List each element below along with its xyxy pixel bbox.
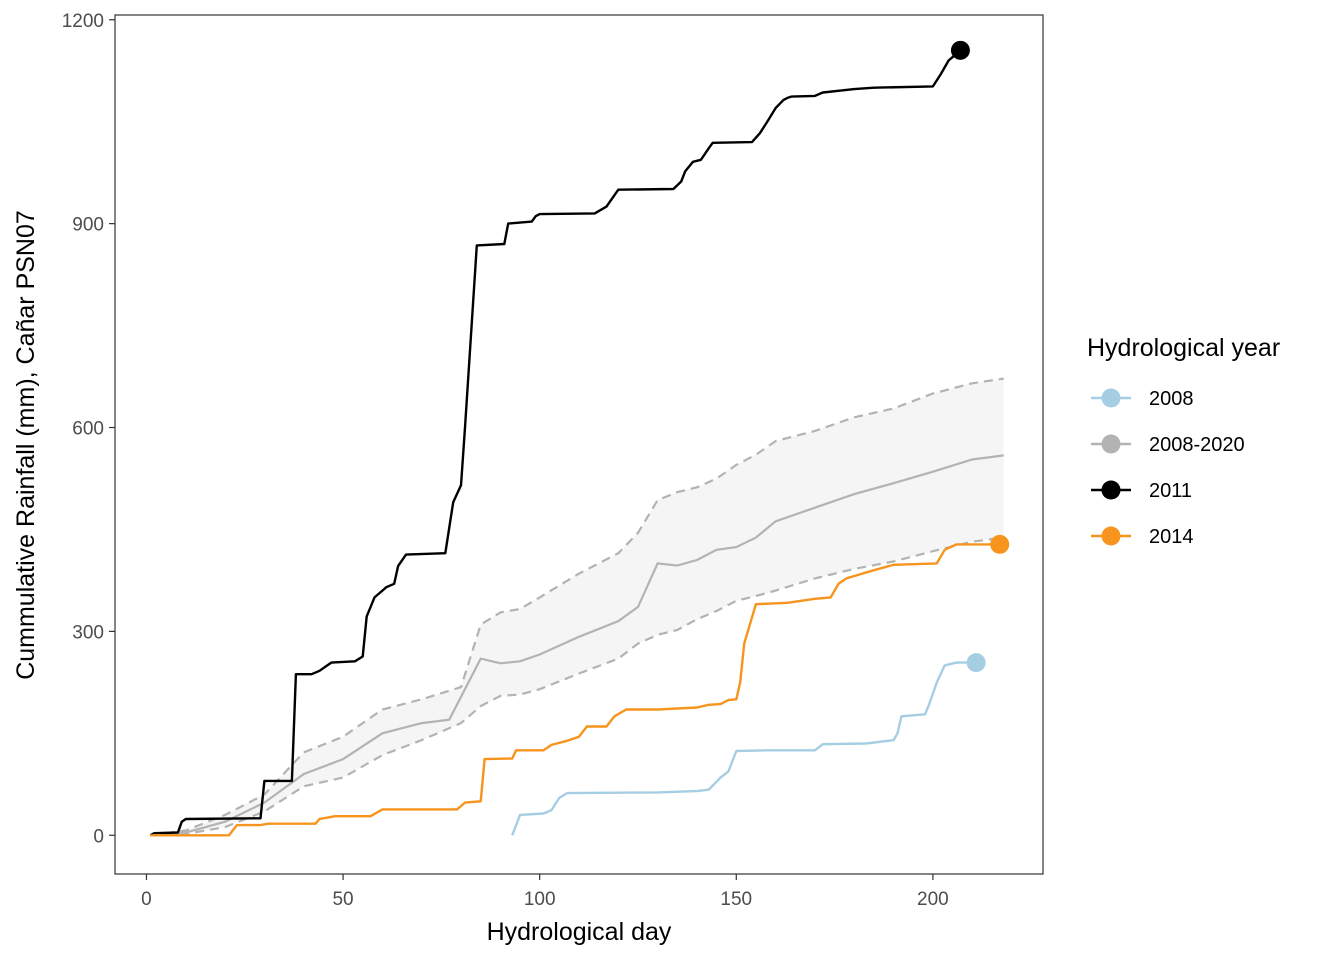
envelope-band bbox=[150, 378, 1004, 836]
endpoints-layer bbox=[950, 40, 1010, 673]
x-tick-label: 100 bbox=[524, 889, 556, 910]
x-tick-label: 50 bbox=[332, 889, 353, 910]
endpoint-marker-2008 bbox=[966, 653, 986, 673]
envelope-lower-line bbox=[150, 536, 1004, 837]
y-axis-title: Cummulative Rainfall (mm), Cañar PSN07 bbox=[12, 210, 40, 680]
ribbon-layer bbox=[150, 377, 1004, 837]
legend-label-2011: 2011 bbox=[1149, 480, 1192, 502]
y-tick-label: 0 bbox=[93, 826, 104, 847]
y-tick-label: 900 bbox=[72, 215, 104, 236]
series-line-2008-2020 bbox=[150, 454, 1004, 837]
series-line-2014 bbox=[150, 543, 1000, 837]
legend-key-dot-2008 bbox=[1101, 388, 1121, 408]
y-tick-label: 300 bbox=[72, 622, 104, 643]
legend-key-dot-2011 bbox=[1101, 480, 1121, 500]
legend-label-2014: 2014 bbox=[1149, 526, 1194, 548]
endpoint-marker-2014 bbox=[990, 534, 1010, 554]
y-axis: 0 300 600 900 1200 bbox=[62, 11, 115, 847]
legend-label-2008: 2008 bbox=[1149, 388, 1194, 410]
legend-label-2008-2020: 2008-2020 bbox=[1149, 434, 1245, 456]
y-tick-label: 600 bbox=[72, 419, 104, 440]
legend-key-dot-2008-2020 bbox=[1101, 434, 1121, 454]
legend: Hydrological year 2008 2008-2020 2011 2014 bbox=[1087, 334, 1280, 548]
envelope-upper-line bbox=[150, 377, 1004, 837]
series-line-2011 bbox=[149, 49, 962, 837]
x-tick-label: 200 bbox=[917, 889, 949, 910]
legend-title: Hydrological year bbox=[1087, 334, 1280, 362]
series-line-2008 bbox=[511, 661, 977, 836]
x-tick-label: 0 bbox=[141, 889, 152, 910]
x-axis-title: Hydrological day bbox=[487, 918, 672, 946]
lines-layer bbox=[149, 49, 1000, 837]
x-axis: 0 50 100 150 200 bbox=[141, 874, 949, 910]
legend-key-dot-2014 bbox=[1101, 526, 1121, 546]
endpoint-marker-2011 bbox=[950, 40, 970, 60]
y-tick-label: 1200 bbox=[62, 11, 104, 32]
x-tick-label: 150 bbox=[720, 889, 752, 910]
